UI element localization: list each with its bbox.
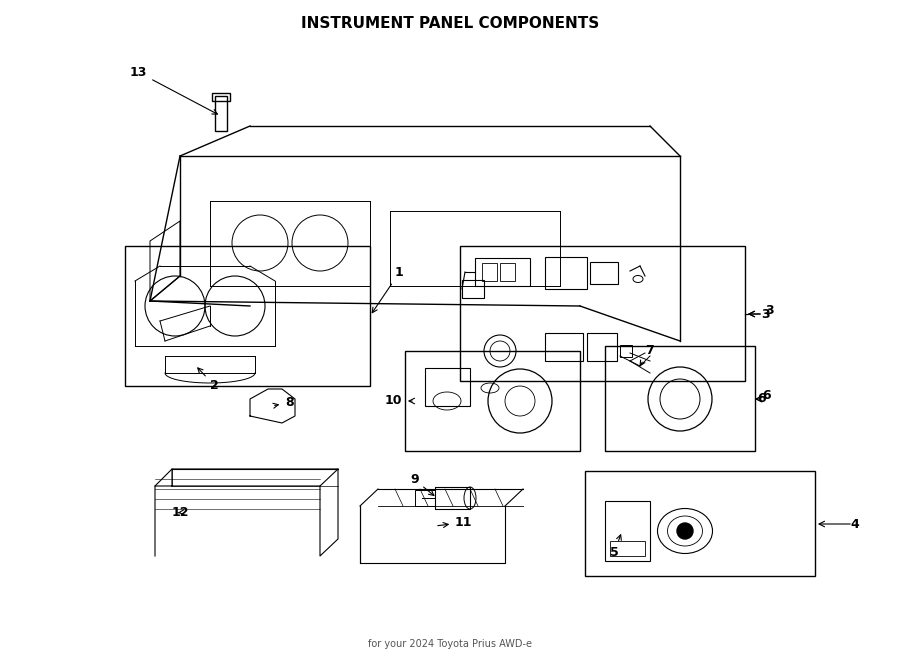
Text: 2: 2	[198, 368, 219, 392]
Bar	[475, 258, 530, 286]
Bar	[435, 487, 470, 509]
Text: INSTRUMENT PANEL COMPONENTS: INSTRUMENT PANEL COMPONENTS	[301, 16, 599, 31]
Bar	[605, 346, 755, 451]
Circle shape	[677, 523, 693, 539]
Text: 6: 6	[758, 393, 766, 405]
Text: 11: 11	[437, 516, 472, 529]
Text: 12: 12	[172, 506, 190, 519]
Text: 5: 5	[610, 535, 621, 559]
Bar	[405, 351, 580, 451]
Text: 9: 9	[410, 473, 434, 496]
Text: 3: 3	[760, 307, 770, 321]
Text: 8: 8	[273, 396, 293, 409]
Bar	[620, 345, 632, 357]
Text: for your 2024 Toyota Prius AWD-e: for your 2024 Toyota Prius AWD-e	[368, 639, 532, 649]
Text: 13: 13	[130, 66, 218, 114]
Text: 4: 4	[850, 518, 860, 531]
Bar	[460, 246, 745, 381]
Bar	[462, 280, 484, 298]
Bar	[585, 471, 815, 576]
Bar	[545, 333, 583, 361]
Bar	[610, 541, 645, 556]
Bar	[425, 368, 470, 406]
Bar	[500, 263, 515, 281]
Text: 7: 7	[640, 344, 653, 366]
Bar	[125, 246, 370, 386]
Bar	[415, 490, 435, 506]
Text: 1: 1	[373, 266, 404, 313]
Bar	[587, 333, 617, 361]
Bar	[605, 501, 650, 561]
Bar	[590, 262, 618, 284]
Bar	[212, 93, 230, 101]
Text: 3: 3	[765, 304, 774, 317]
Bar	[545, 257, 587, 289]
Text: 6: 6	[762, 389, 770, 402]
Bar	[482, 263, 497, 281]
Bar	[215, 96, 227, 131]
Text: 10: 10	[384, 395, 401, 407]
